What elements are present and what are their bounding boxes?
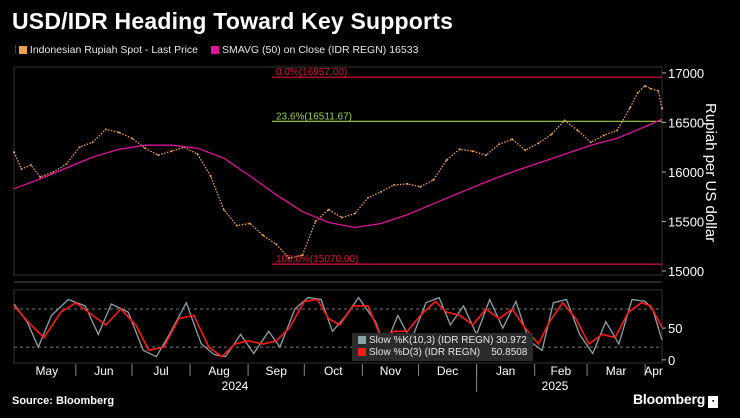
month-label-Jun: Jun (94, 364, 113, 378)
price-tick-label-17000: 17000 (668, 66, 704, 81)
price-point-24 (314, 220, 317, 223)
price-point-41 (537, 142, 540, 145)
year-label-2024: 2024 (222, 379, 249, 393)
month-label-Aug: Aug (208, 364, 229, 378)
price-point-37 (484, 154, 487, 157)
price-tick-label-16000: 16000 (668, 165, 704, 180)
price-point-27 (353, 212, 356, 215)
price-point-6 (78, 146, 81, 149)
price-point-26 (340, 216, 343, 219)
price-point-53 (661, 107, 663, 110)
price-point-40 (524, 149, 527, 152)
price-point-21 (275, 243, 278, 246)
price-point-12 (157, 154, 160, 157)
legend-swatch-slow-k (358, 336, 366, 344)
bloomberg-logo: Bloomberg ▪ (633, 391, 719, 408)
legend-swatch-price (18, 46, 27, 54)
legend-label-price: Indonesian Rupiah Spot - Last Price (29, 44, 199, 56)
price-point-7 (91, 141, 94, 144)
fib-0-label: 0.0%(16957.00) (276, 67, 347, 78)
month-label-Apr: Apr (644, 364, 663, 378)
price-point-49 (636, 91, 639, 94)
price-point-38 (498, 143, 501, 146)
legend-label-slow-d: Slow %D(3) (IDR REGN) 50.8508 (369, 347, 528, 358)
price-point-23 (301, 254, 304, 257)
month-label-Nov: Nov (380, 364, 401, 378)
price-point-29 (380, 190, 383, 193)
price-point-44 (576, 129, 579, 132)
month-label-Jan: Jan (496, 364, 515, 378)
price-point-25 (327, 208, 330, 211)
chart-title: USD/IDR Heading Toward Key Supports (12, 8, 454, 34)
price-point-39 (511, 138, 514, 141)
price-tick-label-16500: 16500 (668, 115, 704, 130)
legend-label-smavg: SMAVG (50) on Close (IDR REGN) 16533 (221, 44, 419, 56)
stochastic-legend: Slow %K(10,3) (IDR REGN) 30.972 Slow %D(… (352, 333, 534, 361)
price-point-22 (288, 257, 291, 260)
price-point-1 (20, 168, 23, 171)
price-point-4 (52, 170, 55, 173)
stochastic-panel-frame (13, 289, 663, 364)
price-point-10 (130, 137, 133, 140)
price-point-19 (248, 222, 251, 225)
slow-d-line (13, 298, 663, 358)
month-label-Jul: Jul (153, 364, 168, 378)
fib-23-6-label: 23.6%(16511.67) (276, 111, 352, 122)
month-label-Dec: Dec (437, 364, 458, 378)
stoch-tick-label-50: 50 (668, 321, 682, 336)
logo-box-icon: ▪ (708, 396, 719, 408)
price-point-5 (65, 163, 68, 166)
price-point-45 (589, 141, 592, 144)
price-point-17 (222, 208, 225, 211)
price-point-32 (419, 185, 422, 188)
price-point-47 (616, 129, 619, 132)
price-point-52 (657, 89, 660, 92)
price-point-33 (432, 178, 435, 181)
month-label-Mar: Mar (606, 364, 627, 378)
month-label-Feb: Feb (551, 364, 572, 378)
price-point-9 (117, 131, 120, 134)
price-point-16 (209, 174, 212, 177)
legend-label-slow-k: Slow %K(10,3) (IDR REGN) 30.972 (369, 335, 527, 346)
price-point-8 (104, 128, 107, 131)
price-point-43 (563, 119, 566, 122)
price-point-2 (29, 164, 32, 167)
price-point-46 (602, 134, 605, 137)
legend-swatch-smavg (210, 46, 219, 54)
legend: ⁞ Indonesian Rupiah Spot - Last Price SMA… (14, 44, 418, 56)
price-point-48 (629, 106, 632, 109)
legend-grip-icon: ⁞ (14, 44, 17, 56)
price-point-51 (649, 87, 652, 90)
price-point-28 (366, 196, 369, 199)
price-point-11 (144, 147, 147, 150)
price-tick-label-15500: 15500 (668, 215, 704, 230)
price-point-35 (458, 148, 461, 151)
month-label-Sep: Sep (266, 364, 288, 378)
price-point-13 (170, 150, 173, 153)
year-label-2025: 2025 (542, 379, 569, 393)
price-panel-frame (13, 66, 663, 276)
price-point-3 (39, 175, 42, 178)
legend-swatch-slow-d (358, 348, 366, 356)
price-point-0 (13, 151, 15, 154)
month-label-Oct: Oct (324, 364, 343, 378)
price-point-34 (445, 159, 448, 162)
smavg-line (13, 118, 663, 229)
price-point-18 (235, 224, 238, 227)
price-line (13, 85, 663, 259)
price-point-31 (406, 182, 409, 185)
source-note: Source: Bloomberg (12, 395, 115, 407)
stoch-tick-label-0: 0 (668, 353, 675, 368)
fib-100-label: 100.0%(15070.00) (276, 254, 358, 265)
price-tick-label-15000: 15000 (668, 264, 704, 279)
y-axis-label: Rupiah per US dollar (702, 103, 719, 243)
price-point-42 (550, 133, 553, 136)
price-point-30 (393, 183, 396, 186)
price-point-20 (262, 234, 265, 237)
month-label-May: May (35, 364, 58, 378)
price-point-50 (644, 84, 647, 87)
price-point-36 (471, 150, 474, 153)
price-point-15 (196, 153, 199, 156)
